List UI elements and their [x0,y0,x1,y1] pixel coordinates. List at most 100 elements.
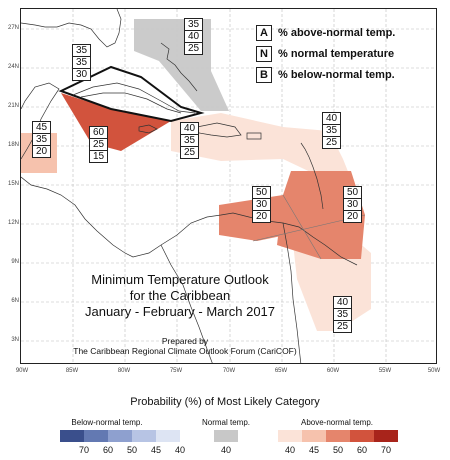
below-value: 25 [187,43,200,54]
lon-label: 60W [326,368,340,374]
zone-bahamas [134,19,229,111]
above-value: 35 [185,19,202,31]
prob-box-guianas: 40 35 25 [333,296,352,333]
scale-value: 60 [356,445,367,455]
key-letter: N [256,46,272,62]
scale-value: 50 [126,445,137,455]
swatch-below-60 [84,430,108,442]
map-panel [20,8,437,364]
normal-value: 35 [181,135,198,147]
above-value: 50 [344,187,361,199]
swatch-normal-40 [214,430,238,442]
below-value: 20 [35,146,48,157]
normal-value: 35 [73,57,90,69]
zone-jamaica [61,93,171,151]
key-letter: A [256,25,272,41]
lat-label: 15N [7,181,19,187]
normal-value: 30 [253,199,270,211]
key-row-above: A % above-normal temp. [256,24,436,42]
lat-label: 6N [11,298,19,304]
below-value: 20 [255,211,268,222]
above-caption: Above-normal temp. [300,418,374,427]
lon-label: 70W [222,368,236,374]
swatch-above-70 [374,430,398,442]
below-value: 20 [346,211,359,222]
above-value: 45 [33,122,50,134]
below-value: 30 [75,69,88,80]
scale-value: 45 [308,445,319,455]
coastlines [21,9,358,363]
scale-value: 70 [380,445,391,455]
key-text: % below-normal temp. [278,69,395,81]
lat-label: 21N [7,103,19,109]
prob-box-bahamas: 35 40 25 [184,18,203,55]
swatch-above-50 [326,430,350,442]
swatch-below-70 [60,430,84,442]
swatch-above-60 [350,430,374,442]
below-value: 25 [183,147,196,158]
key-text: % above-normal temp. [278,27,396,39]
lat-label: 27N [7,25,19,31]
map-title: Minimum Temperature Outlook for the Cari… [55,272,305,320]
below-value: 25 [325,137,338,148]
swatch-below-45 [132,430,156,442]
lon-label: 90W [15,368,29,374]
scale-value: 60 [102,445,113,455]
normal-value: 35 [334,309,351,321]
normal-caption: Normal temp. [201,418,250,427]
key-letter: B [256,67,272,83]
lat-label: 9N [11,259,19,265]
zone-leewards [283,127,351,179]
key-text: % normal temperature [278,48,395,60]
prob-box-abc: 50 30 20 [252,186,271,223]
normal-value: 35 [323,125,340,137]
credit: Prepared by The Caribbean Regional Clima… [40,336,330,356]
normal-value: 25 [90,139,107,151]
swatch-above-45 [302,430,326,442]
lon-label: 85W [65,368,79,374]
prob-box-cuba: 35 35 30 [72,44,91,81]
below-value: 15 [92,151,105,162]
above-value: 50 [253,187,270,199]
above-value: 40 [334,297,351,309]
prob-box-windwards: 50 30 20 [343,186,362,223]
below-value: 25 [336,321,349,332]
lon-label: 50W [427,368,441,374]
below-caption: Below-normal temp. [71,418,143,427]
above-value: 35 [73,45,90,57]
scale-value: 50 [332,445,343,455]
scale-value: 45 [150,445,161,455]
key-row-normal: N % normal temperature [256,45,436,63]
title-line: January - February - March 2017 [84,304,276,319]
zone-cuba-outline [58,65,205,123]
scale-title: Probability (%) of Most Likely Category [130,396,320,408]
prob-box-belize: 45 35 20 [32,121,51,158]
normal-value: 30 [344,199,361,211]
lat-label: 24N [7,64,19,70]
lat-label: 18N [7,142,19,148]
lon-label: 80W [117,368,131,374]
prob-box-hispaniola: 40 35 25 [180,122,199,159]
prob-box-leewards: 40 35 25 [322,112,341,149]
scale-value: 40 [174,445,185,455]
above-value: 40 [181,123,198,135]
key-row-below: B % below-normal temp. [256,66,436,84]
scale-value: 70 [78,445,89,455]
lon-label: 55W [378,368,392,374]
lat-label: 12N [7,220,19,226]
above-value: 60 [90,127,107,139]
swatch-below-50 [108,430,132,442]
scale-value: 40 [220,445,231,455]
title-line: Minimum Temperature Outlook [91,272,269,287]
lon-label: 65W [274,368,288,374]
lon-label: 75W [169,368,183,374]
above-value: 40 [323,113,340,125]
category-key: A % above-normal temp. N % normal temper… [256,24,436,87]
normal-value: 35 [33,134,50,146]
swatch-below-40 [156,430,180,442]
prob-box-jamaica: 60 25 15 [89,126,108,163]
normal-value: 40 [185,31,202,43]
lat-label: 3N [11,337,19,343]
caribbean-map [21,9,436,363]
credit-line: The Caribbean Regional Climate Outlook F… [73,346,297,356]
